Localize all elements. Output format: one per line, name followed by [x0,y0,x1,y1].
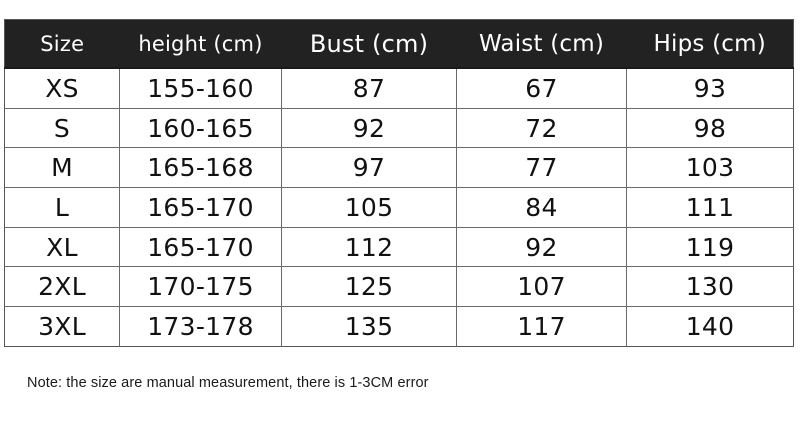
cell-bust: 92 [281,107,457,148]
cell-hips: 119 [626,226,794,267]
cell-height: 155-160 [119,66,282,109]
cell-height: 160-165 [119,107,282,148]
cell-waist: 72 [456,107,627,148]
cell-size: XL [4,226,120,267]
cell-height: 165-170 [119,226,282,267]
cell-bust: 97 [281,147,457,188]
cell-hips: 130 [626,266,794,307]
cell-bust: 105 [281,187,457,228]
table-body: XS 155-160 87 67 93 S 160-165 92 72 98 M… [4,66,794,347]
measurement-note: Note: the size are manual measurement, t… [27,375,429,391]
cell-hips: 93 [626,66,794,109]
table-row: 2XL 170-175 125 107 130 [4,266,794,307]
table-row: S 160-165 92 72 98 [4,107,794,148]
cell-waist: 84 [456,187,627,228]
cell-bust: 112 [281,226,457,267]
cell-waist: 117 [456,306,627,347]
cell-hips: 103 [626,147,794,188]
column-header-hips: Hips (cm) [653,30,766,57]
cell-hips: 111 [626,187,794,228]
size-measurement-table: Size height (cm) Bust (cm) Waist (cm) Hi… [4,19,794,347]
size-chart: Size height (cm) Bust (cm) Waist (cm) Hi… [4,19,794,347]
header-row: Size height (cm) Bust (cm) Waist (cm) Hi… [4,19,794,68]
table-row: XL 165-170 112 92 119 [4,226,794,267]
cell-size: XS [4,66,120,109]
cell-size: S [4,107,120,148]
table-header: Size height (cm) Bust (cm) Waist (cm) Hi… [4,19,794,68]
column-header-bust: Bust (cm) [309,29,429,58]
cell-height: 165-170 [119,187,282,228]
cell-bust: 87 [281,66,457,109]
column-header-height: height (cm) [138,31,263,56]
cell-height: 173-178 [119,306,282,347]
cell-height: 165-168 [119,147,282,188]
cell-size: M [4,147,120,188]
cell-waist: 67 [456,66,627,109]
table-row: XS 155-160 87 67 93 [4,66,794,109]
table-row: L 165-170 105 84 111 [4,187,794,228]
cell-hips: 98 [626,107,794,148]
cell-size: L [4,187,120,228]
cell-waist: 107 [456,266,627,307]
cell-bust: 135 [281,306,457,347]
cell-size: 3XL [4,306,120,347]
cell-waist: 92 [456,226,627,267]
cell-bust: 125 [281,266,457,307]
table-row: 3XL 173-178 135 117 140 [4,306,794,347]
column-header-waist: Waist (cm) [478,30,605,57]
cell-waist: 77 [456,147,627,188]
table-row: M 165-168 97 77 103 [4,147,794,188]
cell-size: 2XL [4,266,120,307]
cell-height: 170-175 [119,266,282,307]
cell-hips: 140 [626,306,794,347]
column-header-size: Size [40,31,85,56]
